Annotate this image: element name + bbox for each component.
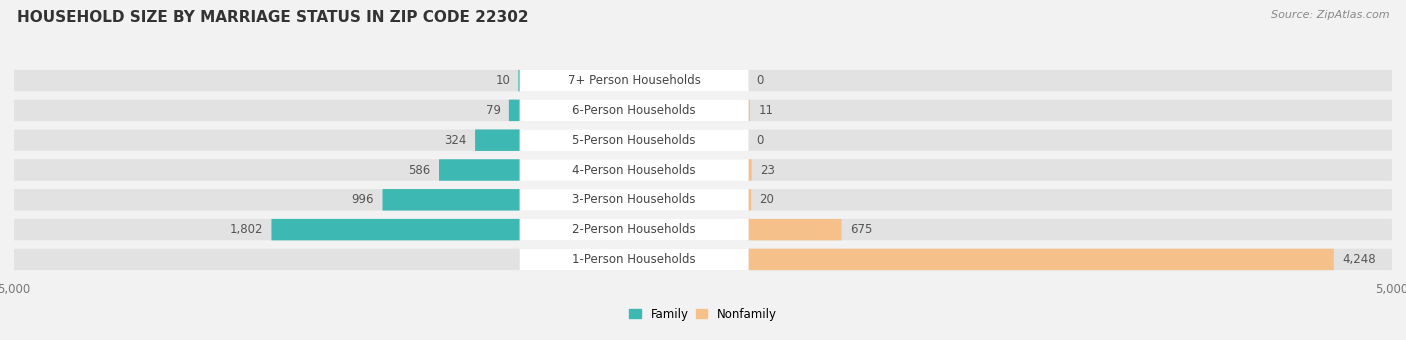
FancyBboxPatch shape	[14, 100, 1392, 121]
Text: 11: 11	[758, 104, 773, 117]
Text: 10: 10	[495, 74, 510, 87]
Text: 2-Person Households: 2-Person Households	[572, 223, 696, 236]
FancyBboxPatch shape	[14, 130, 1392, 151]
FancyBboxPatch shape	[748, 219, 841, 240]
FancyBboxPatch shape	[748, 159, 752, 181]
FancyBboxPatch shape	[520, 189, 748, 210]
Text: 0: 0	[756, 74, 763, 87]
Text: 7+ Person Households: 7+ Person Households	[568, 74, 700, 87]
Text: 5-Person Households: 5-Person Households	[572, 134, 696, 147]
Text: 1,802: 1,802	[229, 223, 263, 236]
Text: 1-Person Households: 1-Person Households	[572, 253, 696, 266]
Text: 23: 23	[759, 164, 775, 176]
Text: 20: 20	[759, 193, 775, 206]
FancyBboxPatch shape	[14, 189, 1392, 210]
FancyBboxPatch shape	[520, 130, 748, 151]
Text: 586: 586	[409, 164, 430, 176]
FancyBboxPatch shape	[520, 159, 748, 181]
Text: 996: 996	[352, 193, 374, 206]
Text: 4-Person Households: 4-Person Households	[572, 164, 696, 176]
FancyBboxPatch shape	[748, 249, 1334, 270]
Text: 675: 675	[849, 223, 872, 236]
Text: HOUSEHOLD SIZE BY MARRIAGE STATUS IN ZIP CODE 22302: HOUSEHOLD SIZE BY MARRIAGE STATUS IN ZIP…	[17, 10, 529, 25]
Text: 4,248: 4,248	[1343, 253, 1375, 266]
FancyBboxPatch shape	[748, 100, 749, 121]
Text: 79: 79	[485, 104, 501, 117]
FancyBboxPatch shape	[520, 100, 748, 121]
FancyBboxPatch shape	[520, 249, 748, 270]
FancyBboxPatch shape	[14, 219, 1392, 240]
Text: 324: 324	[444, 134, 467, 147]
FancyBboxPatch shape	[14, 159, 1392, 181]
FancyBboxPatch shape	[382, 189, 520, 210]
FancyBboxPatch shape	[520, 70, 748, 91]
FancyBboxPatch shape	[509, 100, 520, 121]
FancyBboxPatch shape	[271, 219, 520, 240]
Text: 6-Person Households: 6-Person Households	[572, 104, 696, 117]
FancyBboxPatch shape	[14, 249, 1392, 270]
FancyBboxPatch shape	[14, 70, 1392, 91]
Legend: Family, Nonfamily: Family, Nonfamily	[630, 308, 776, 321]
Text: 0: 0	[756, 134, 763, 147]
FancyBboxPatch shape	[520, 219, 748, 240]
FancyBboxPatch shape	[748, 189, 751, 210]
FancyBboxPatch shape	[439, 159, 520, 181]
Text: Source: ZipAtlas.com: Source: ZipAtlas.com	[1271, 10, 1389, 20]
FancyBboxPatch shape	[475, 130, 520, 151]
Text: 3-Person Households: 3-Person Households	[572, 193, 696, 206]
